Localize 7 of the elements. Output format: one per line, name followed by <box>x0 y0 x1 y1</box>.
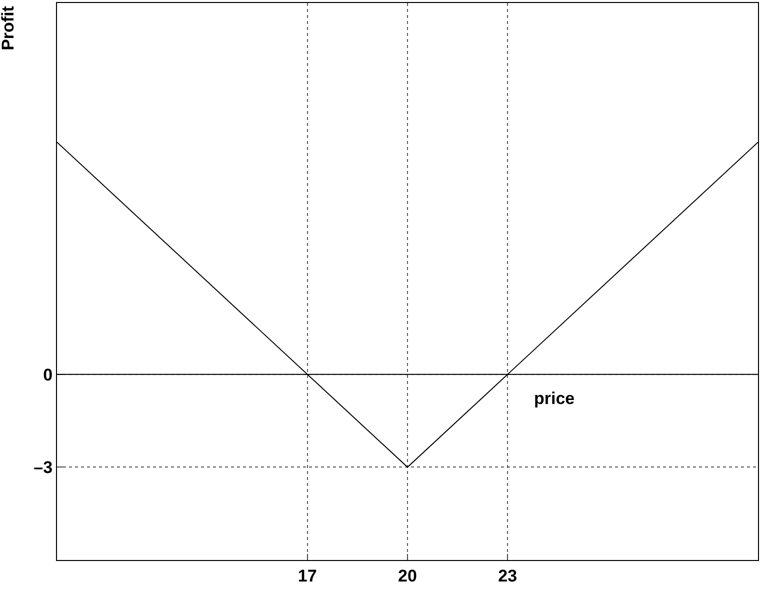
y-axis-title: Profit <box>0 6 18 50</box>
x-tick-label: 17 <box>298 566 317 586</box>
x-axis-title: price <box>534 389 575 408</box>
y-tick-label: –3 <box>34 458 53 478</box>
y-tick-label: 0 <box>43 365 53 384</box>
x-tick-label: 20 <box>398 566 417 586</box>
x-tick-label: 23 <box>498 566 518 586</box>
